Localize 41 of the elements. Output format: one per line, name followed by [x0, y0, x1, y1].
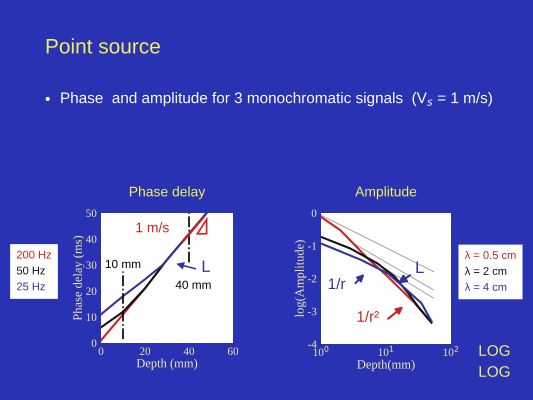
x-tick-label: 20	[140, 347, 150, 355]
y-tick-label: 30	[86, 261, 96, 269]
ref-line-label: 10 mm	[106, 260, 140, 268]
annotation: 1 m/s	[136, 222, 169, 232]
text: Point source	[46, 38, 160, 54]
y-tick-label: -4	[308, 340, 317, 348]
ref-line-label: 40 mm	[176, 280, 211, 289]
text: λ = 2 cm	[464, 266, 506, 275]
y-tick-label: 10	[86, 313, 96, 321]
y-tick-label: 0	[92, 339, 96, 347]
y-tick-label: 0	[312, 209, 316, 217]
text: λ = 0.5 cm	[464, 250, 516, 260]
x-axis-title: Depth (mm)	[136, 358, 198, 370]
text: 50 Hz	[16, 266, 45, 274]
annotation: L	[416, 262, 424, 273]
y-axis-title: Phase delay (ms)	[72, 236, 84, 320]
text: LOG	[480, 345, 510, 356]
x-tick-label: 40	[184, 347, 194, 355]
text: Phase and amplitude for 3 monochromatic signals (V$_{s}$ = 1 m/s)	[61, 92, 492, 106]
x-tick-label: 10$^{2}$	[444, 346, 458, 356]
annotation: 1/r²	[358, 310, 379, 322]
annotation: L	[202, 260, 210, 272]
chart-title: Phase delay	[130, 186, 206, 200]
y-tick-label: 20	[86, 287, 96, 295]
y-tick-label: 50	[86, 209, 96, 217]
x-axis-title: Depth(mm)	[357, 360, 415, 372]
y-axis-title: log(Amplitude)	[294, 240, 306, 318]
y-tick-label: -3	[308, 308, 316, 316]
text: LOG	[480, 366, 510, 377]
x-tick-label: 0	[98, 347, 104, 355]
y-tick-label: -1	[308, 242, 316, 250]
y-tick-label: 40	[86, 235, 96, 243]
text: λ = 4 cm	[464, 282, 506, 291]
x-tick-label: 10$^{1}$	[378, 346, 394, 356]
text: •	[46, 96, 50, 101]
x-tick-label: 60	[228, 347, 238, 355]
text: 200 Hz	[16, 250, 52, 259]
chart-title: Amplitude	[355, 186, 416, 200]
annotation: 1/r	[328, 278, 346, 290]
text: 25 Hz	[16, 282, 45, 290]
y-tick-label: -2	[308, 274, 316, 282]
